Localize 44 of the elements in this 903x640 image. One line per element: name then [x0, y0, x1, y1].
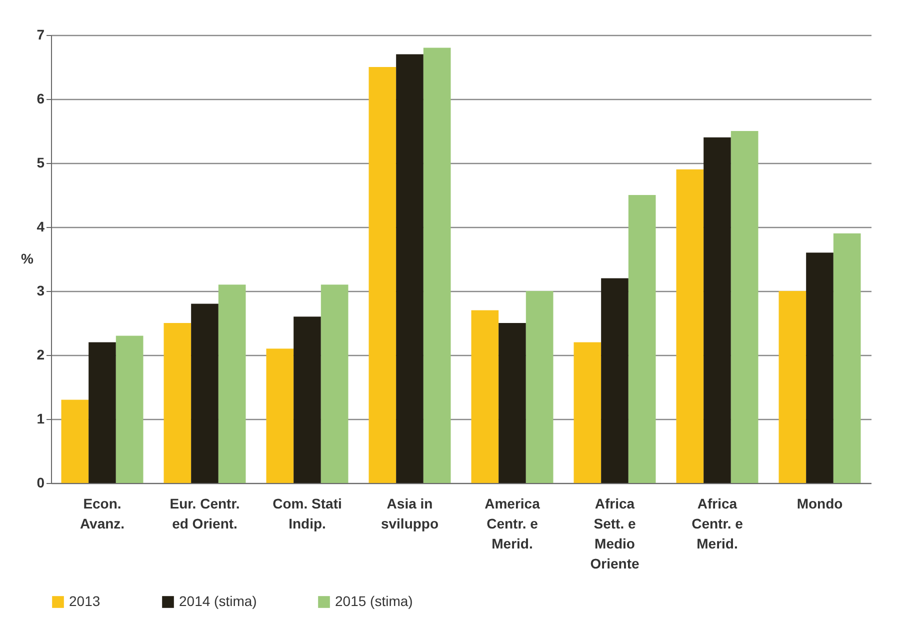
y-tick-label: 2 [36, 346, 45, 362]
bar [164, 323, 192, 483]
bar [88, 342, 116, 483]
bar [191, 304, 218, 483]
bar [601, 278, 628, 483]
x-tick-label: America Centr. e Merid. [484, 496, 540, 552]
legend-label: 2014 (stima) [179, 593, 257, 609]
bar [778, 291, 806, 483]
bar [266, 348, 294, 483]
bar [368, 67, 396, 483]
bar [396, 54, 424, 483]
bar [320, 284, 348, 483]
y-tick-label: 7 [36, 26, 45, 42]
bar [471, 310, 499, 483]
x-tick-label: Mondo [796, 496, 843, 512]
bar [806, 252, 834, 483]
bar [498, 323, 526, 483]
bar [116, 336, 144, 483]
bar [574, 342, 602, 483]
legend-label: 2013 [69, 593, 100, 609]
bar [676, 169, 704, 483]
y-tick-label: 5 [36, 154, 45, 170]
x-tick-label: Africa Centr. e Merid. [692, 496, 744, 552]
y-tick-label: 3 [36, 282, 45, 298]
x-tick-label: Asia in sviluppo [380, 496, 439, 532]
x-tick-label: Eur. Centr. ed Orient. [170, 496, 240, 532]
bar [704, 137, 731, 483]
legend-label: 2015 (stima) [335, 593, 413, 609]
bar [218, 284, 246, 483]
bar [628, 195, 656, 483]
bar [833, 233, 861, 483]
bar [526, 291, 554, 483]
y-tick-label: 1 [36, 410, 45, 426]
bar [61, 400, 89, 483]
y-tick-label: 4 [36, 218, 45, 234]
y-axis-title: % [21, 250, 34, 266]
y-tick-label: 0 [36, 474, 45, 490]
y-tick-label: 6 [36, 90, 45, 106]
x-tick-label: Africa Sett. e Medio Oriente [590, 496, 640, 572]
x-tick-label: Com. Stati Indip. [272, 496, 342, 532]
bar [423, 48, 451, 483]
x-tick-label: Econ. Avanz. [80, 496, 125, 532]
bar [294, 316, 321, 483]
bar [730, 131, 758, 483]
